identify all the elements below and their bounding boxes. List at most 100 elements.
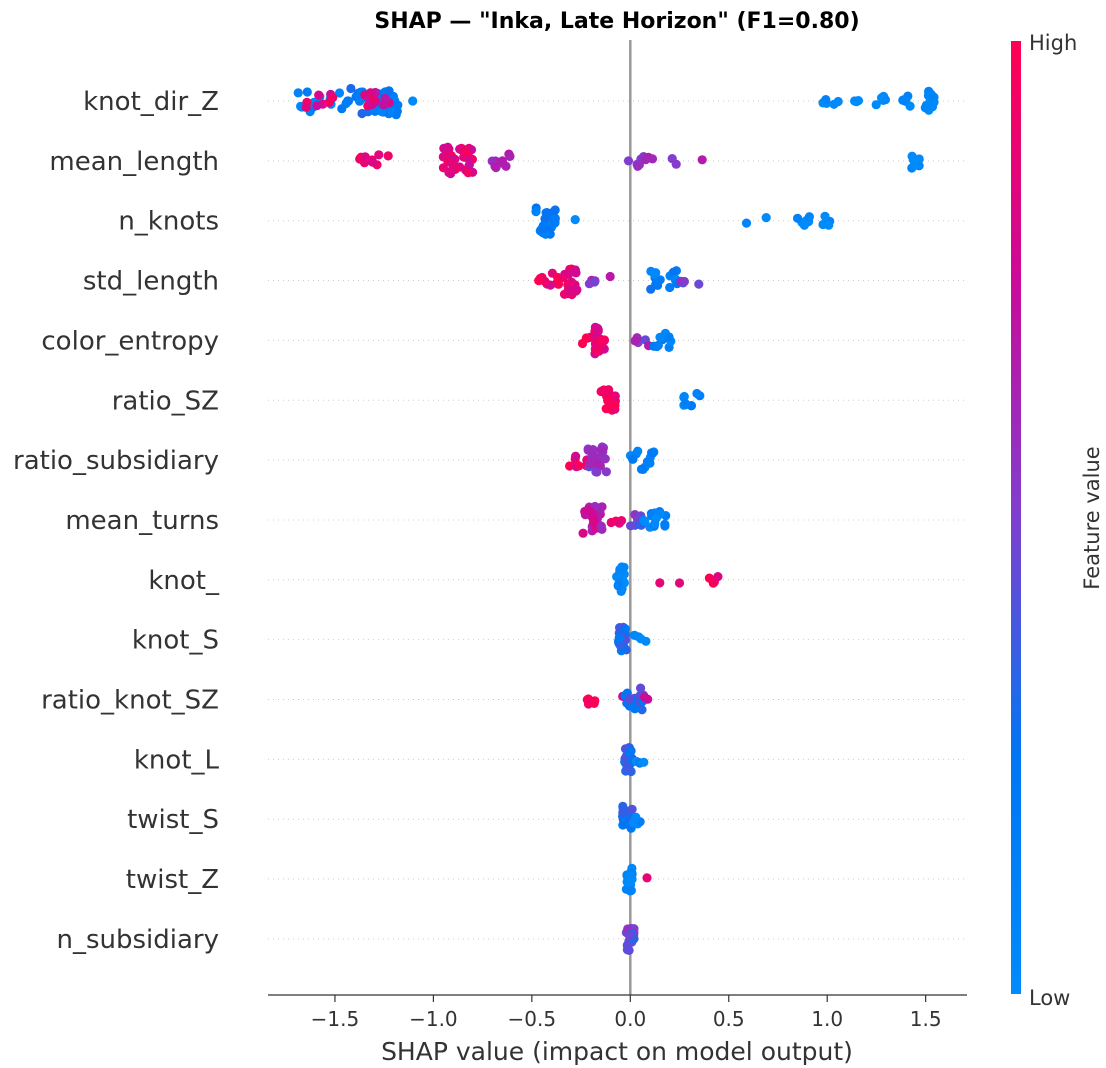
shap-point — [592, 460, 602, 470]
shap-point — [692, 388, 702, 399]
shap-point — [660, 519, 670, 529]
shap-point — [613, 581, 623, 591]
shap-point — [630, 704, 640, 714]
shap-point — [600, 454, 610, 464]
shap-point — [631, 812, 641, 822]
shap-point — [621, 884, 632, 894]
shap-point — [408, 96, 418, 106]
shap-point — [549, 214, 559, 225]
shap-point — [624, 747, 635, 757]
feature-label: ratio_subsidiary — [13, 446, 219, 476]
shap-point — [623, 156, 634, 166]
shap-point — [374, 150, 384, 160]
feature-label: std_length — [83, 267, 219, 297]
shap-point — [624, 930, 634, 940]
shap-point — [761, 213, 771, 223]
feature-label: ratio_SZ — [112, 386, 219, 416]
shap-point — [497, 156, 508, 166]
shap-point — [821, 95, 831, 105]
shap-point — [589, 517, 599, 527]
shap-point — [581, 333, 591, 343]
shap-point — [618, 808, 628, 818]
colorbar-title: Feature value — [1080, 446, 1104, 589]
shap-point — [293, 88, 303, 98]
feature-label: knot_ — [148, 566, 220, 596]
shap-point — [793, 213, 803, 223]
shap-point — [446, 166, 456, 177]
shap-point — [741, 218, 752, 228]
shap-point — [312, 101, 322, 111]
shap-point — [619, 819, 629, 829]
shap-point — [639, 757, 649, 767]
chart-title: SHAP — "Inka, Late Horizon" (F1=0.80) — [374, 9, 859, 34]
shap-point — [651, 513, 662, 523]
shap-point — [665, 282, 675, 293]
x-tick-label: −0.5 — [508, 1007, 557, 1031]
shap-point — [605, 271, 615, 282]
shap-point — [553, 279, 564, 289]
shap-point — [614, 518, 625, 528]
shap-point — [346, 83, 356, 94]
shap-point — [393, 100, 403, 110]
shap-point — [324, 97, 334, 107]
shap-point — [558, 273, 569, 283]
shap-point — [624, 694, 635, 704]
shap-point — [824, 220, 834, 230]
shap-point — [378, 100, 389, 110]
shap-point — [550, 205, 560, 215]
shap-point — [592, 323, 603, 333]
shap-point — [590, 277, 600, 287]
shap-point — [341, 98, 351, 109]
shap-point — [664, 332, 674, 342]
feature-label: twist_Z — [126, 865, 219, 895]
shap-point — [630, 336, 640, 346]
shap-point — [921, 102, 931, 113]
shap-point — [570, 215, 580, 225]
shap-point — [820, 211, 830, 221]
shap-point — [367, 157, 378, 167]
feature-label: mean_length — [49, 147, 219, 177]
shap-point — [713, 572, 723, 582]
shap-point — [647, 154, 658, 164]
feature-label: n_knots — [118, 207, 219, 237]
shap-point — [622, 877, 632, 887]
shap-point — [636, 464, 647, 474]
shap-point — [636, 634, 646, 644]
shap-point — [640, 516, 650, 526]
x-axis-label: SHAP value (impact on model output) — [381, 1037, 853, 1066]
shap-point — [596, 334, 606, 344]
x-tick-label: −1.0 — [409, 1007, 458, 1031]
shap-point — [442, 143, 452, 153]
shap-point — [829, 99, 839, 109]
shap-point — [368, 94, 378, 104]
shap-point — [804, 212, 815, 222]
feature-label: knot_S — [132, 626, 219, 656]
shap-point — [928, 92, 938, 102]
shap-point — [359, 158, 370, 168]
shap-point — [614, 633, 624, 643]
shap-point — [627, 804, 637, 814]
shap-point — [578, 528, 588, 538]
feature-label: ratio_knot_SZ — [41, 686, 219, 716]
shap-point — [386, 106, 396, 116]
shap-point — [655, 578, 665, 588]
shap-point — [596, 445, 606, 455]
shap-points — [293, 83, 939, 956]
x-tick-label: −1.5 — [311, 1007, 360, 1031]
shap-point — [591, 467, 601, 477]
shap-point — [871, 100, 881, 110]
shap-point — [582, 506, 592, 516]
shap-point — [570, 265, 581, 275]
shap-point — [628, 454, 638, 464]
shap-point — [645, 458, 655, 468]
shap-point — [641, 155, 651, 165]
feature-label: knot_dir_Z — [83, 87, 219, 117]
shap-point — [668, 267, 679, 277]
shap-point — [697, 155, 707, 165]
shap-point — [505, 151, 515, 161]
shap-point — [704, 573, 715, 583]
shap-point — [563, 284, 574, 294]
shap-point — [622, 945, 633, 955]
shap-point — [633, 446, 643, 456]
shap-point — [647, 448, 657, 458]
